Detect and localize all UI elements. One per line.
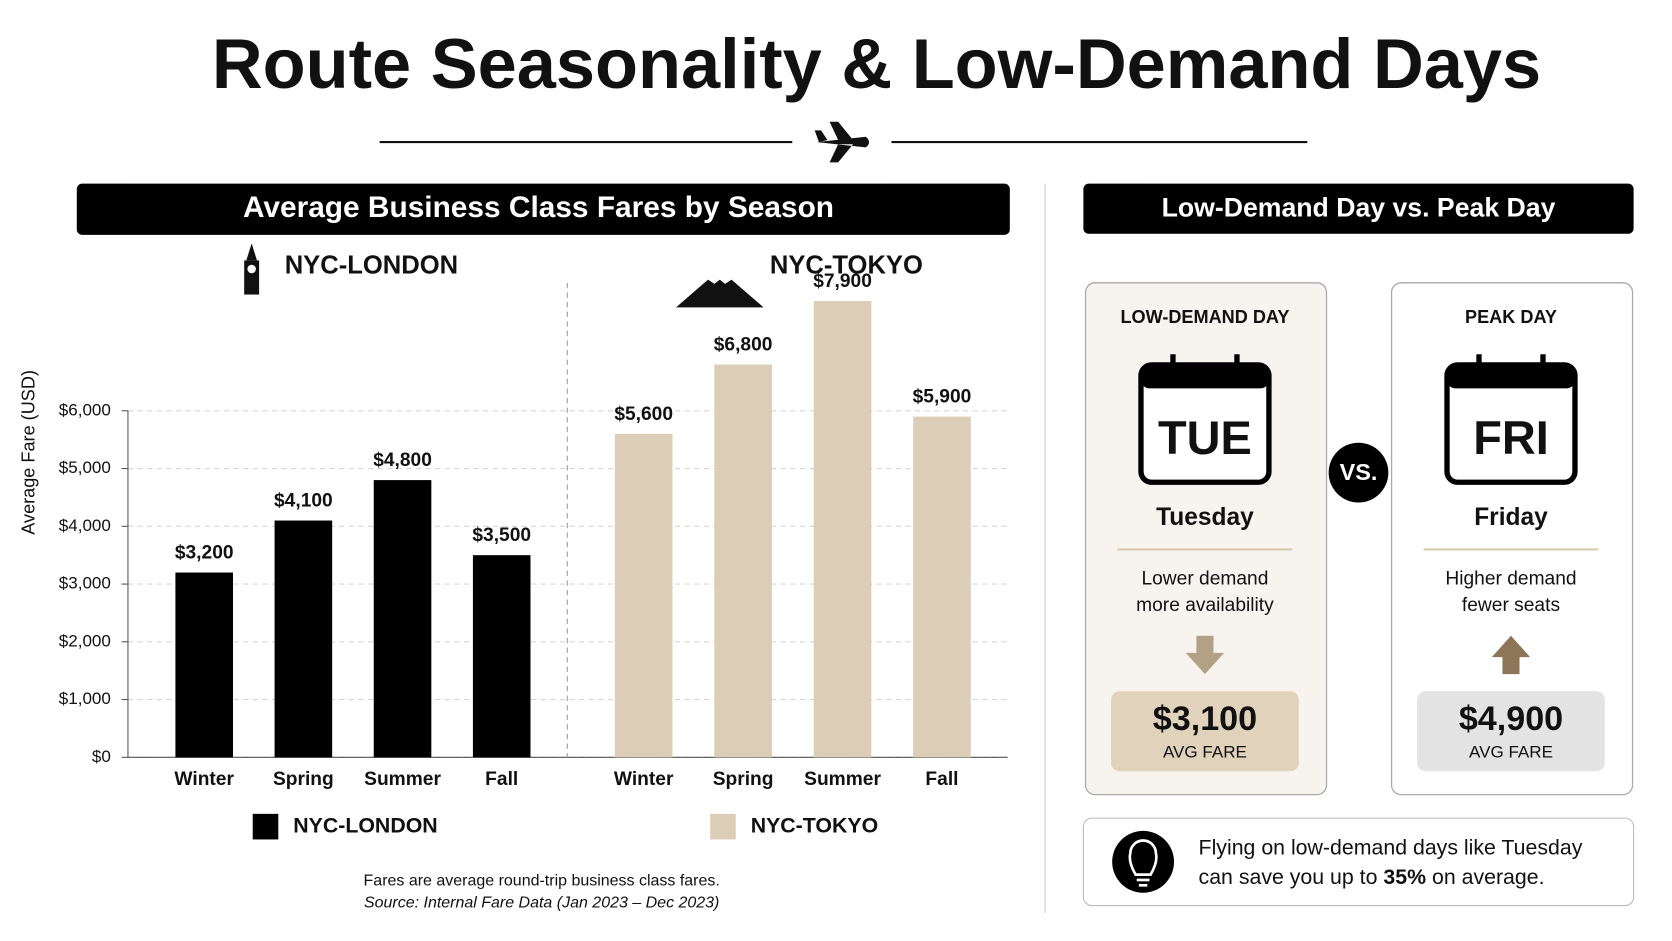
- tip-box: [1082, 817, 1635, 907]
- value-label: $6,800: [714, 334, 773, 355]
- x-tick-label: Summer: [804, 769, 881, 790]
- y-tick-label: $2,000: [59, 631, 111, 650]
- source: Source: Internal Fare Data (Jan 2023 – D…: [364, 895, 719, 912]
- x-tick-label: Winter: [174, 769, 234, 790]
- bar: [373, 480, 432, 758]
- fare-value: $3,100: [1153, 700, 1257, 738]
- x-tick-label: Spring: [713, 769, 774, 790]
- value-label: $4,100: [274, 490, 333, 511]
- comparison-header: [1083, 183, 1634, 234]
- y-tick-label: $1,000: [59, 689, 111, 708]
- page-title: Route Seasonality & Low-Demand Days: [212, 24, 1541, 103]
- tip-text: on average.: [1426, 864, 1544, 888]
- card-note: fewer seats: [1462, 595, 1560, 616]
- legend-swatch: [710, 813, 736, 840]
- fare-label: AVG FARE: [1163, 743, 1247, 762]
- comparison-title: Low-Demand Day vs. Peak Day: [1162, 192, 1556, 222]
- vs-text: VS.: [1340, 459, 1378, 485]
- day-name: Friday: [1474, 504, 1548, 531]
- card-note: more availability: [1136, 595, 1274, 616]
- chart-header: [76, 183, 1010, 235]
- mountain-snow: [708, 274, 732, 284]
- big-ben-icon: [244, 243, 260, 295]
- bulb-icon: [1128, 839, 1158, 887]
- legend-label: NYC-LONDON: [293, 813, 437, 837]
- fare-label: AVG FARE: [1469, 743, 1553, 762]
- bulb-badge: [1112, 830, 1175, 893]
- calendar-day: FRI: [1473, 412, 1549, 464]
- fare-box: [1111, 691, 1299, 772]
- bar: [472, 555, 531, 758]
- calendar-bar: [1447, 364, 1575, 389]
- legend-label: NYC-TOKYO: [751, 813, 879, 837]
- x-tick-label: Winter: [614, 769, 674, 790]
- card-note: Higher demand: [1445, 568, 1576, 589]
- legend-swatch: [252, 813, 279, 840]
- mountain-icon: [676, 279, 764, 308]
- y-tick-label: $3,000: [59, 574, 111, 593]
- y-tick-label: $4,000: [59, 516, 111, 535]
- x-tick-label: Fall: [485, 769, 518, 790]
- footnote: Fares are average round-trip business cl…: [364, 872, 720, 889]
- y-axis-label: Average Fare (USD): [19, 370, 39, 535]
- calendar-bar: [1140, 364, 1269, 389]
- y-tick-label: $0: [92, 747, 111, 766]
- card-note: Lower demand: [1141, 568, 1268, 589]
- tip-highlight: 35%: [1383, 864, 1426, 888]
- value-label: $3,500: [472, 525, 531, 546]
- card-heading: PEAK DAY: [1465, 307, 1557, 327]
- x-tick-label: Spring: [273, 769, 334, 790]
- value-label: $7,900: [813, 271, 872, 292]
- bar: [813, 301, 872, 758]
- x-tick-label: Summer: [364, 769, 441, 790]
- tip-text: Flying on low-demand days like Tuesday: [1199, 836, 1583, 860]
- y-tick-label: $5,000: [59, 458, 111, 477]
- card-heading: LOW-DEMAND DAY: [1120, 307, 1289, 327]
- trend-arrow: [1491, 635, 1531, 675]
- y-tick-label: $6,000: [59, 400, 111, 419]
- trend-arrow: [1185, 635, 1225, 675]
- calendar-day: TUE: [1158, 412, 1252, 464]
- bar: [274, 520, 333, 758]
- route-heading: NYC-LONDON: [285, 252, 458, 280]
- value-label: $5,900: [913, 386, 972, 407]
- bar: [913, 416, 971, 758]
- plane-icon: [814, 121, 870, 163]
- tip-text: can save you up to 35% on average.: [1199, 864, 1545, 888]
- day-name: Tuesday: [1156, 504, 1254, 531]
- x-tick-label: Fall: [925, 769, 958, 790]
- value-label: $4,800: [373, 450, 432, 471]
- vs-badge: [1328, 442, 1389, 503]
- chart-title: Average Business Class Fares by Season: [243, 191, 834, 224]
- bar: [714, 364, 772, 758]
- route-heading: NYC-TOKYO: [770, 252, 923, 280]
- value-label: $3,200: [175, 542, 234, 563]
- bar: [175, 572, 233, 758]
- fare-value: $4,900: [1459, 700, 1563, 738]
- fare-box: [1417, 691, 1605, 772]
- bar: [614, 433, 673, 758]
- tip-text: can save you up to: [1199, 864, 1384, 888]
- value-label: $5,600: [614, 404, 673, 425]
